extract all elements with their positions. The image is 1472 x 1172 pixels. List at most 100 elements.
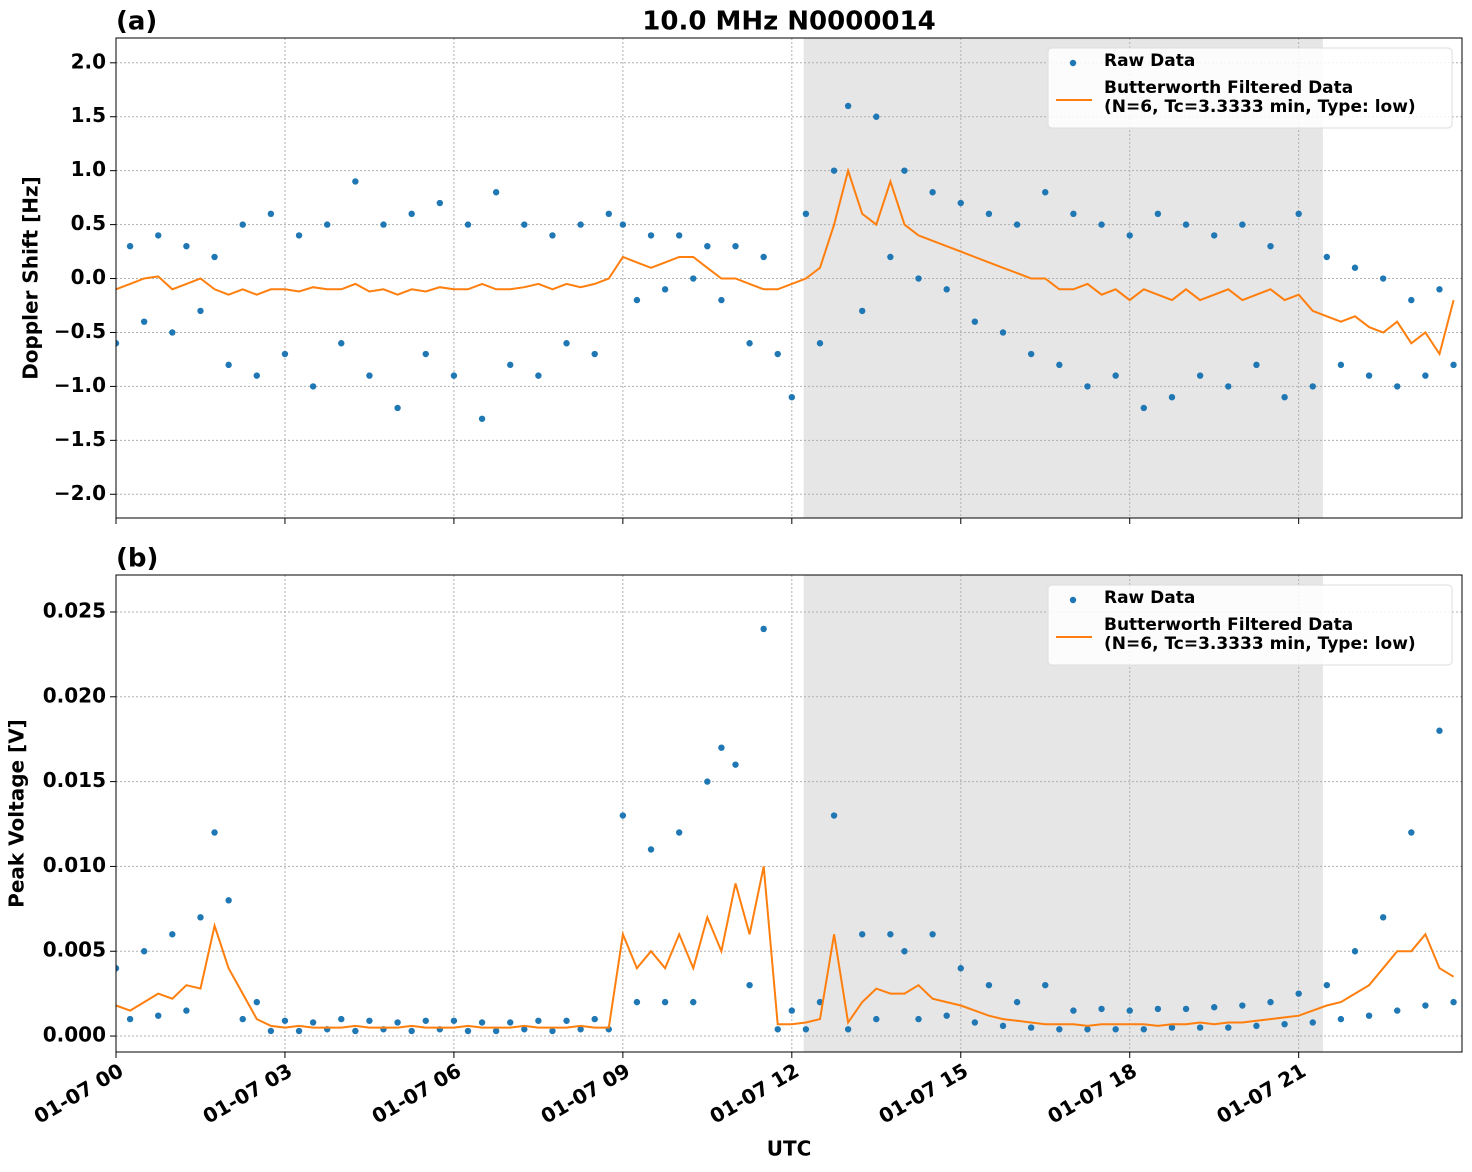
raw-point bbox=[746, 981, 753, 989]
raw-point bbox=[887, 931, 894, 938]
y-tick-label: −1.5 bbox=[54, 427, 106, 451]
raw-point bbox=[1408, 829, 1415, 836]
raw-point bbox=[267, 210, 275, 218]
raw-point bbox=[844, 1026, 852, 1033]
raw-point bbox=[802, 1026, 810, 1033]
raw-point bbox=[140, 318, 148, 325]
raw-point bbox=[1436, 286, 1443, 293]
raw-point bbox=[535, 1017, 542, 1024]
raw-point bbox=[901, 167, 908, 174]
raw-point bbox=[281, 1017, 289, 1024]
legend-label: Raw Data bbox=[1104, 52, 1196, 71]
raw-point bbox=[746, 340, 753, 347]
raw-point bbox=[1027, 1024, 1035, 1031]
raw-point bbox=[873, 113, 880, 120]
raw-point bbox=[760, 625, 767, 633]
raw-point bbox=[309, 1019, 317, 1026]
raw-point bbox=[774, 1026, 781, 1033]
raw-point bbox=[788, 1007, 796, 1014]
x-tick-label: 01-07 09 bbox=[537, 1058, 635, 1128]
raw-point bbox=[1267, 998, 1274, 1006]
x-tick-label: 01-07 21 bbox=[1212, 1058, 1310, 1128]
raw-point bbox=[478, 1019, 486, 1026]
raw-point bbox=[366, 1017, 373, 1024]
raw-point bbox=[436, 199, 444, 207]
raw-point bbox=[704, 778, 711, 785]
raw-point bbox=[1323, 253, 1331, 261]
legend-marker bbox=[1069, 59, 1077, 67]
raw-point bbox=[281, 350, 289, 358]
y-axis-label: Doppler Shift [Hz] bbox=[19, 176, 43, 380]
raw-point bbox=[549, 232, 556, 239]
raw-point bbox=[859, 931, 866, 938]
raw-point bbox=[1450, 998, 1457, 1006]
plot-area bbox=[116, 102, 1457, 422]
raw-point bbox=[901, 948, 908, 955]
raw-point bbox=[1042, 189, 1049, 196]
y-tick-label: −1.0 bbox=[54, 373, 106, 397]
plot-frame bbox=[115, 37, 1463, 519]
raw-point bbox=[661, 286, 669, 293]
raw-point bbox=[380, 221, 387, 228]
raw-point bbox=[1225, 383, 1232, 390]
raw-point bbox=[1394, 1007, 1401, 1014]
raw-point bbox=[1267, 242, 1274, 250]
raw-point bbox=[1168, 393, 1176, 401]
raw-point bbox=[1098, 1005, 1105, 1013]
raw-point bbox=[1323, 981, 1331, 989]
raw-point bbox=[1253, 1022, 1260, 1030]
raw-point bbox=[211, 829, 218, 836]
y-axis-label: Peak Voltage [V] bbox=[5, 719, 29, 908]
raw-point bbox=[957, 965, 964, 972]
raw-point bbox=[1365, 1012, 1373, 1019]
raw-point bbox=[507, 361, 514, 369]
raw-point bbox=[225, 361, 232, 369]
raw-point bbox=[929, 189, 936, 196]
y-tick-label: 0.010 bbox=[43, 853, 106, 877]
raw-point bbox=[1379, 275, 1387, 282]
x-tick-label: 01-07 03 bbox=[199, 1058, 297, 1128]
raw-point bbox=[690, 998, 697, 1006]
raw-point bbox=[1281, 1020, 1288, 1028]
raw-point bbox=[816, 340, 824, 347]
raw-point bbox=[1422, 372, 1429, 379]
raw-point bbox=[1211, 1004, 1218, 1011]
raw-point bbox=[197, 914, 204, 921]
y-tick-label: 0.020 bbox=[43, 683, 106, 707]
raw-point bbox=[126, 242, 134, 250]
raw-point bbox=[1309, 383, 1316, 390]
raw-point bbox=[1140, 404, 1148, 412]
raw-point bbox=[591, 1015, 598, 1023]
legend-label: Butterworth Filtered Data (N=6, Tc=3.333… bbox=[1104, 616, 1416, 654]
raw-point bbox=[408, 1027, 415, 1035]
raw-point bbox=[394, 1019, 401, 1026]
raw-point bbox=[1408, 296, 1415, 304]
raw-point bbox=[943, 1012, 950, 1019]
raw-point bbox=[253, 998, 260, 1006]
raw-point bbox=[1253, 361, 1260, 369]
raw-point bbox=[1239, 1002, 1246, 1009]
raw-point bbox=[1394, 383, 1401, 390]
raw-point bbox=[197, 307, 204, 315]
raw-point bbox=[140, 948, 148, 955]
raw-point bbox=[1027, 350, 1035, 358]
raw-point bbox=[1295, 210, 1302, 218]
raw-point bbox=[605, 210, 612, 218]
x-tick-label: 01-07 06 bbox=[368, 1058, 466, 1128]
raw-point bbox=[1379, 914, 1387, 921]
raw-point bbox=[718, 296, 725, 304]
raw-point bbox=[619, 812, 627, 819]
raw-point bbox=[929, 931, 936, 938]
raw-point bbox=[1351, 948, 1359, 955]
legend-item: Butterworth Filtered Data (N=6, Tc=3.333… bbox=[1104, 616, 1416, 654]
raw-point bbox=[802, 210, 810, 218]
raw-point bbox=[464, 221, 472, 228]
raw-point bbox=[1042, 981, 1049, 989]
x-tick-label: 01-07 18 bbox=[1043, 1058, 1141, 1128]
raw-point bbox=[971, 1019, 979, 1026]
raw-point bbox=[732, 761, 739, 768]
y-tick-label: −2.0 bbox=[54, 481, 106, 505]
raw-point bbox=[225, 897, 232, 904]
y-tick-label: 2.0 bbox=[71, 49, 106, 73]
